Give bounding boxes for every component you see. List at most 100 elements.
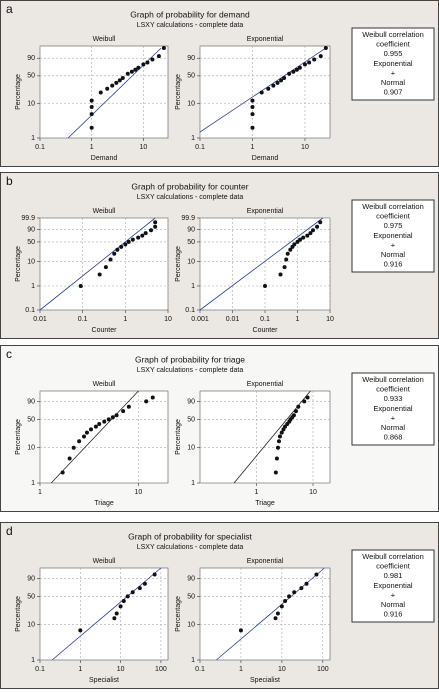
chart-title: Weibull [93,36,116,43]
fit-line [199,47,327,133]
data-point [114,611,119,616]
y-tick-label: 1 [31,135,35,142]
chart-title: Exponential [247,36,284,43]
data-point [144,399,149,404]
y-axis-label: Percentage [175,246,182,282]
box-text: 0.907 [384,88,403,97]
data-point [137,586,142,591]
x-tick-label: 1 [296,316,300,323]
data-point [110,415,115,420]
data-point [142,581,147,586]
data-point [118,604,123,609]
fit-line [39,217,156,311]
x-tick-label: 1 [78,666,82,673]
data-point [282,76,287,81]
box-text: Exponential [373,231,413,240]
data-point [291,413,296,418]
y-tick-label: 90 [187,226,195,233]
y-tick-label: 1 [191,283,195,290]
data-point [117,78,122,83]
data-point [156,54,161,59]
data-point [89,112,94,117]
data-point [315,224,320,229]
x-tick-label: 0.1 [195,666,205,673]
box-text: coefficient [376,385,411,394]
box-text: 0.975 [384,221,403,230]
data-point [84,430,89,435]
data-point [276,439,281,444]
data-point [323,46,328,51]
data-point [302,399,307,404]
x-tick-label: 10 [134,489,142,496]
data-point [67,456,72,461]
data-point [293,409,298,414]
x-tick-label: 10 [278,666,286,673]
box-text: Weibull correlation [362,30,424,39]
legend-box [351,549,435,623]
data-point [126,239,131,244]
y-tick-label: 1 [31,657,35,664]
panel-letter: d [6,524,13,538]
data-point [292,242,297,247]
y-tick-label: 90 [27,398,35,405]
data-point [114,80,119,85]
data-point [273,470,278,475]
y-tick-label: 90 [187,398,195,405]
data-point [296,404,301,409]
box-text: Normal [381,423,406,432]
y-tick-label: 90 [27,55,35,62]
data-point [274,456,279,461]
x-tick-label: 1 [255,489,259,496]
y-tick-label: 1 [191,480,195,487]
data-point [288,247,293,252]
plot-area [39,217,169,311]
y-tick-label: 10 [27,622,35,629]
chart-title: Weibull [93,208,116,215]
y-tick-label: 10 [27,258,35,265]
chart-title: Exponential [247,381,284,388]
data-point [307,60,312,65]
data-point [271,83,276,88]
data-point [275,80,280,85]
data-point [279,78,284,83]
panel-subtitle: LSXY calculations - complete data [137,367,244,374]
x-tick-label: 0.01 [226,316,240,323]
data-point [141,62,146,67]
y-tick-label: 0.1 [25,307,35,314]
box-text: Normal [381,78,406,87]
box-text: + [391,68,396,77]
data-point [250,125,255,130]
data-point [97,422,102,427]
data-point [60,470,65,475]
data-point [106,417,111,422]
data-point [250,112,255,117]
y-tick-label: 1 [191,135,195,142]
x-axis-label: Counter [92,327,118,334]
data-point [295,239,300,244]
data-point [294,67,299,72]
data-point [278,272,283,277]
data-point [275,445,280,450]
panel-letter: b [6,174,13,188]
data-point [103,265,108,270]
data-point [275,611,280,616]
x-tick-label: 100 [317,666,329,673]
y-tick-label: 90 [27,226,35,233]
data-point [292,590,297,595]
data-point [297,65,302,70]
y-tick-label: 10 [27,100,35,107]
data-point [273,616,278,621]
data-point [287,594,292,599]
data-point [279,430,284,435]
data-point [153,224,158,229]
box-text: Weibull correlation [362,202,424,211]
data-point [318,54,323,59]
data-point [305,233,310,238]
box-text: Exponential [373,59,413,68]
data-point [153,220,158,225]
data-point [150,57,155,62]
box-text: Exponential [373,581,413,590]
y-tick-label: 50 [27,593,35,600]
y-tick-label: 90 [187,575,195,582]
chart-title: Weibull [93,558,116,565]
